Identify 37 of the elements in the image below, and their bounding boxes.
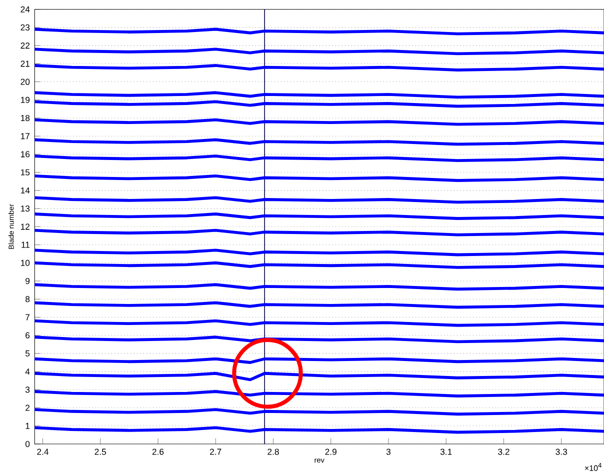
y-tick-label: 15 — [20, 169, 30, 176]
x-tick-label: 2.4 — [37, 448, 48, 455]
y-tick-label: 0 — [25, 440, 30, 448]
y-tick-label: 16 — [20, 151, 30, 158]
y-tick-label: 8 — [26, 296, 30, 302]
y-tick-label: 10 — [20, 260, 30, 266]
x-tick-label: 3.3 — [556, 448, 567, 455]
x-tick-label: 2.6 — [152, 448, 164, 455]
line-series — [33, 372, 604, 382]
y-tick-label: 5 — [25, 350, 30, 356]
x-tick-label: 3 — [386, 448, 391, 455]
y-tick-label: 24 — [20, 6, 30, 12]
y-tick-label: 17 — [20, 133, 30, 140]
y-tick-label: 1 — [26, 422, 30, 429]
y-tick-label: 13 — [20, 206, 30, 212]
y-tick-label: 22 — [20, 42, 30, 49]
x-tick-label: 2.9 — [325, 448, 336, 455]
x-tick-label: 3.1 — [440, 448, 452, 455]
x-tick-label: 2.8 — [268, 448, 279, 455]
y-tick-label: 6 — [26, 332, 30, 338]
y-tick-label: 4 — [25, 368, 30, 375]
y-tick-label: 2 — [26, 404, 30, 411]
y-tick-label: 21 — [20, 60, 30, 67]
y-tick-label: 14 — [20, 187, 30, 194]
y-tick-label: 23 — [20, 24, 30, 31]
y-tick-label: 3 — [25, 386, 30, 393]
text: ×10$^{4}$ — [585, 462, 602, 471]
x-tick-label: 2.7 — [210, 448, 222, 455]
y-tick-label: 12 — [20, 224, 30, 230]
x-tick-label: 2.5 — [94, 448, 106, 455]
y-tick-label: 9 — [26, 278, 30, 284]
y-tick-label: 20 — [20, 78, 30, 85]
y-tick-label: 7 — [26, 314, 30, 320]
y-tick-label: 19 — [20, 96, 30, 103]
y-tick-label: 18 — [20, 114, 30, 122]
y-tick-label: 11 — [22, 242, 30, 248]
x-tick-label: 3.2 — [498, 448, 510, 455]
